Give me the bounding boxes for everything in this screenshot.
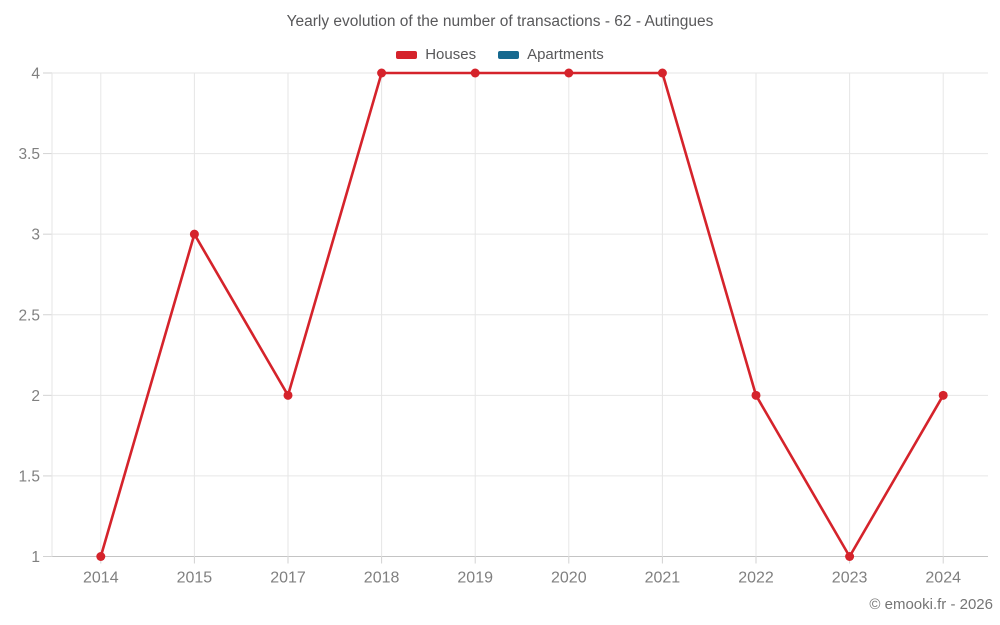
houses-data-point[interactable] — [938, 390, 948, 400]
apartments-legend-swatch-icon — [498, 50, 520, 59]
chart-title: Yearly evolution of the number of transa… — [286, 13, 714, 30]
legend-item-houses[interactable]: Houses — [396, 46, 476, 63]
y-axis-tick-label: 4 — [31, 66, 40, 83]
houses-legend-label: Houses — [425, 46, 477, 63]
houses-data-point[interactable] — [377, 68, 387, 78]
y-axis-tick-label: 2.5 — [18, 307, 40, 324]
houses-data-point[interactable] — [657, 68, 667, 78]
y-axis-tick-label: 3.5 — [18, 146, 40, 163]
houses-data-point[interactable] — [751, 390, 761, 400]
x-axis-tick-label: 2020 — [551, 570, 587, 587]
y-axis-tick-label: 3 — [31, 227, 40, 244]
x-axis-tick-label: 2014 — [83, 570, 119, 587]
houses-data-point[interactable] — [283, 390, 293, 400]
x-axis-tick-label: 2022 — [738, 570, 774, 587]
y-axis-tick-label: 2 — [31, 388, 40, 405]
y-axis-tick-label: 1.5 — [18, 468, 40, 485]
houses-legend-swatch-icon — [396, 50, 418, 59]
apartments-legend-label: Apartments — [527, 46, 604, 63]
x-axis-tick-label: 2017 — [270, 570, 306, 587]
houses-data-point[interactable] — [96, 552, 106, 561]
x-axis-tick-label: 2019 — [457, 570, 493, 587]
houses-line — [99, 71, 945, 558]
x-axis-tick-label: 2024 — [925, 570, 961, 587]
x-axis-tick-label: 2018 — [364, 570, 400, 587]
copyright-text: © emooki.fr - 2026 — [869, 596, 993, 613]
houses-data-point[interactable] — [564, 68, 574, 78]
x-axis-tick-label: 2015 — [177, 570, 213, 587]
houses-data-point[interactable] — [845, 552, 855, 561]
legend-item-apartments[interactable]: Apartments — [498, 46, 604, 63]
x-axis-tick-label: 2021 — [645, 570, 681, 587]
x-axis-tick-label: 2023 — [832, 570, 868, 587]
houses-data-point[interactable] — [189, 229, 199, 239]
houses-data-point[interactable] — [470, 68, 480, 78]
y-axis-tick-label: 1 — [31, 549, 40, 566]
legend: Houses Apartments — [0, 46, 1000, 63]
